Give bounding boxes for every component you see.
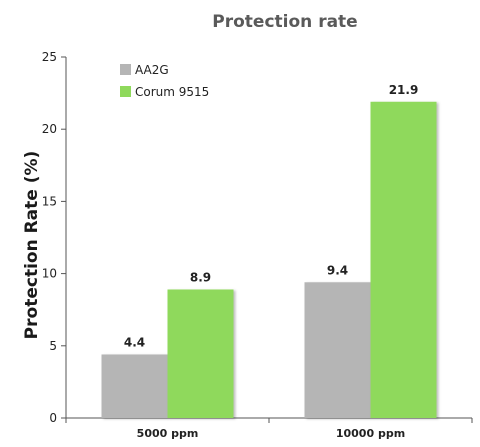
y-tick-label: 20	[42, 122, 57, 136]
data-label: 9.4	[327, 263, 348, 277]
plot-area: 0 5 10 15 20 25 4.4 8.9 5000 ppm 9.4 21.9 10000 ppm…	[42, 50, 473, 440]
legend-label: AA2G	[135, 63, 169, 77]
y-tick-label: 15	[42, 194, 57, 208]
bar	[167, 289, 234, 418]
y-tick-label: 25	[42, 50, 57, 64]
chart-title: Protection rate	[212, 12, 357, 32]
legend-swatch	[120, 64, 131, 75]
y-tick-label: 5	[49, 339, 57, 353]
x-tick-label: 5000 ppm	[137, 427, 199, 440]
legend-swatch	[120, 86, 131, 97]
x-tick-label: 10000 ppm	[336, 427, 405, 440]
data-label: 4.4	[124, 335, 145, 349]
y-tick-label: 0	[49, 411, 57, 425]
bar	[304, 282, 371, 418]
bar	[101, 354, 168, 418]
data-label: 8.9	[190, 270, 211, 284]
data-label: 21.9	[389, 83, 419, 97]
y-axis-label: Protection Rate (%)	[22, 151, 42, 340]
y-tick-label: 10	[42, 267, 57, 281]
bar	[370, 101, 437, 418]
legend-label: Corum 9515	[135, 85, 209, 99]
